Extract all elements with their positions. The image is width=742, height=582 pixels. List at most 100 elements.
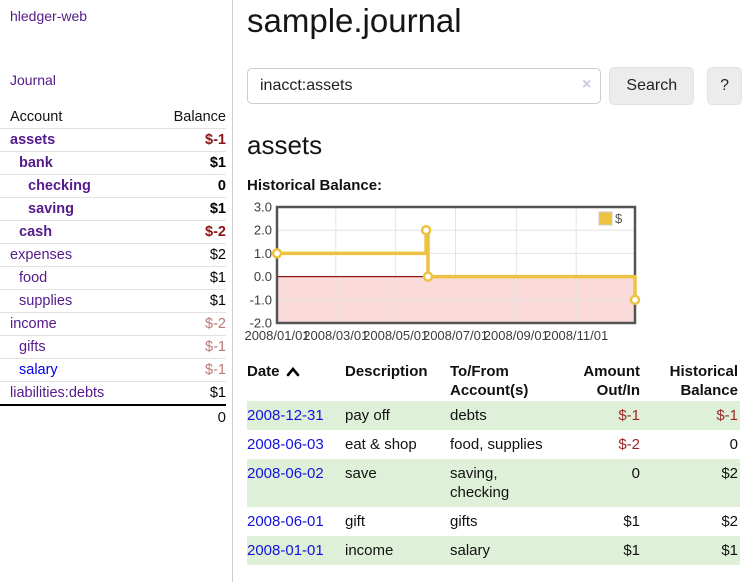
- y-tick-label: 1.0: [254, 246, 272, 261]
- main-content: sample.journal × Search ? assets Histori…: [244, 0, 742, 565]
- transaction-row: 2008-12-31 pay off debts $-1 $-1: [247, 401, 740, 430]
- x-tick-label: 2008/03/01: [303, 328, 368, 343]
- txn-date-link[interactable]: 2008-06-02: [247, 465, 324, 482]
- txn-historical-balance: $2: [721, 513, 738, 530]
- brand-link[interactable]: hledger-web: [10, 8, 88, 24]
- account-balance: $1: [209, 270, 226, 286]
- sidebar-account-food[interactable]: food: [19, 270, 48, 286]
- transactions-col-historical-balance: Historical Balance: [642, 361, 740, 401]
- accounts-col-balance: Balance: [173, 109, 226, 125]
- transactions-col-date: Date: [247, 361, 345, 401]
- account-name-cell: checking: [0, 175, 150, 198]
- account-row: food $1: [0, 266, 226, 290]
- accounts-total-spacer: [0, 405, 150, 429]
- txn-amount: $1: [623, 542, 640, 559]
- txn-description: income: [345, 542, 394, 559]
- account-row: liabilities:debts $1: [0, 381, 226, 406]
- sidebar-account-saving[interactable]: saving: [28, 201, 74, 217]
- data-point: [629, 294, 641, 306]
- txn-historical-balance: $-1: [716, 407, 738, 424]
- account-heading: assets: [247, 130, 323, 160]
- search-input-wrap: ×: [247, 68, 602, 104]
- sidebar-account-assets[interactable]: assets: [10, 132, 56, 148]
- account-balance: $1: [209, 293, 226, 309]
- chart-title: Historical Balance:: [247, 177, 383, 194]
- legend-label: $: [615, 211, 623, 226]
- sort-ascending-icon: [286, 366, 299, 377]
- account-row: expenses $2: [0, 243, 226, 267]
- account-name-cell: salary: [0, 359, 150, 382]
- sidebar-account-income[interactable]: income: [10, 316, 57, 332]
- account-row: bank $1: [0, 151, 226, 175]
- x-tick-label: 2008/01/01: [244, 328, 309, 343]
- accounts-table: Account Balance assets $-1 bank $1 checking 0…: [0, 106, 226, 429]
- column-header-label: To/From Account(s): [450, 363, 529, 399]
- data-point: [420, 224, 432, 236]
- account-balance: $-1: [205, 339, 226, 355]
- account-row: checking 0: [0, 174, 226, 198]
- txn-date-cell: 2008-06-01: [247, 507, 345, 536]
- account-balance: 0: [217, 178, 226, 194]
- txn-date-cell: 2008-06-02: [247, 459, 345, 507]
- column-header-label: Amount Out/In: [583, 363, 640, 399]
- chart-canvas[interactable]: $3.0 2.0 1.0 0.0 -1.0 -2.02008/01/012008/03/0…: [244, 199, 742, 349]
- sidebar-item-journal[interactable]: Journal: [10, 72, 56, 88]
- account-name-cell: assets: [0, 129, 150, 152]
- sidebar-account-bank[interactable]: bank: [19, 155, 53, 171]
- txn-description: gift: [345, 513, 366, 530]
- transaction-row: 2008-01-01 income salary $1 $1: [247, 536, 740, 565]
- txn-accounts: salary: [450, 542, 491, 559]
- account-name-cell: liabilities:debts: [0, 382, 150, 406]
- data-point: [271, 248, 283, 259]
- account-row: gifts $-1: [0, 335, 226, 359]
- column-header-label: Description: [345, 363, 428, 380]
- account-balance: $-1: [205, 362, 226, 378]
- help-button[interactable]: ?: [707, 67, 742, 105]
- transactions-col-description: Description: [345, 361, 450, 401]
- search-input[interactable]: [247, 68, 602, 104]
- account-balance: $1: [209, 155, 226, 171]
- y-tick-label: -2.0: [250, 316, 272, 331]
- sidebar-account-salary[interactable]: salary: [19, 362, 58, 378]
- data-point: [422, 271, 434, 282]
- txn-date-link[interactable]: 2008-01-01: [247, 542, 324, 559]
- transactions-col-amount-out-in: Amount Out/In: [580, 361, 642, 401]
- txn-accounts: debts: [450, 407, 487, 424]
- historical-balance-chart[interactable]: $3.0 2.0 1.0 0.0 -1.0 -2.0 2008/01/01 2008/03/0…: [244, 199, 742, 349]
- sidebar-account-expenses[interactable]: expenses: [10, 247, 73, 263]
- account-balance: $2: [209, 247, 226, 263]
- txn-historical-balance: $1: [721, 542, 738, 559]
- txn-historical-balance: $2: [721, 465, 738, 482]
- clear-search-icon[interactable]: ×: [582, 76, 592, 93]
- account-row: cash $-2: [0, 220, 226, 244]
- sidebar-account-gifts[interactable]: gifts: [19, 339, 46, 355]
- x-tick-label: 2008/05/01: [363, 328, 428, 343]
- sidebar-account-cash[interactable]: cash: [19, 224, 53, 240]
- search-button[interactable]: Search: [609, 67, 695, 105]
- account-name-cell: gifts: [0, 336, 150, 359]
- account-name-cell: bank: [0, 152, 150, 175]
- transactions-table: Date Description To/From Account(s) Amount …: [247, 361, 740, 565]
- account-name-cell: cash: [0, 221, 150, 244]
- accounts-total-value: 0: [217, 409, 226, 426]
- accounts-col-account: Account: [10, 109, 63, 125]
- sidebar-account-liabilities-debts[interactable]: liabilities:debts: [10, 385, 105, 401]
- transactions-header-row: Date Description To/From Account(s) Amount …: [247, 361, 740, 401]
- txn-date-link[interactable]: 2008-06-03: [247, 436, 324, 453]
- transaction-row: 2008-06-01 gift gifts $1 $2: [247, 507, 740, 536]
- sidebar-account-checking[interactable]: checking: [28, 178, 91, 194]
- transaction-row: 2008-06-03 eat & shop food, supplies $-2 0: [247, 430, 740, 459]
- sidebar-account-supplies[interactable]: supplies: [19, 293, 73, 309]
- account-balance: $1: [209, 385, 226, 401]
- account-name-cell: food: [0, 267, 150, 290]
- account-row: saving $1: [0, 197, 226, 221]
- account-balance: $1: [209, 201, 226, 217]
- txn-description: pay off: [345, 407, 390, 424]
- txn-date-cell: 2008-06-03: [247, 430, 345, 459]
- txn-description: eat & shop: [345, 436, 417, 453]
- account-balance: $-2: [205, 224, 226, 240]
- x-tick-label: 2008/11/01: [544, 328, 608, 343]
- account-row: assets $-1: [0, 128, 226, 152]
- txn-date-link[interactable]: 2008-06-01: [247, 513, 324, 530]
- txn-date-link[interactable]: 2008-12-31: [247, 407, 324, 424]
